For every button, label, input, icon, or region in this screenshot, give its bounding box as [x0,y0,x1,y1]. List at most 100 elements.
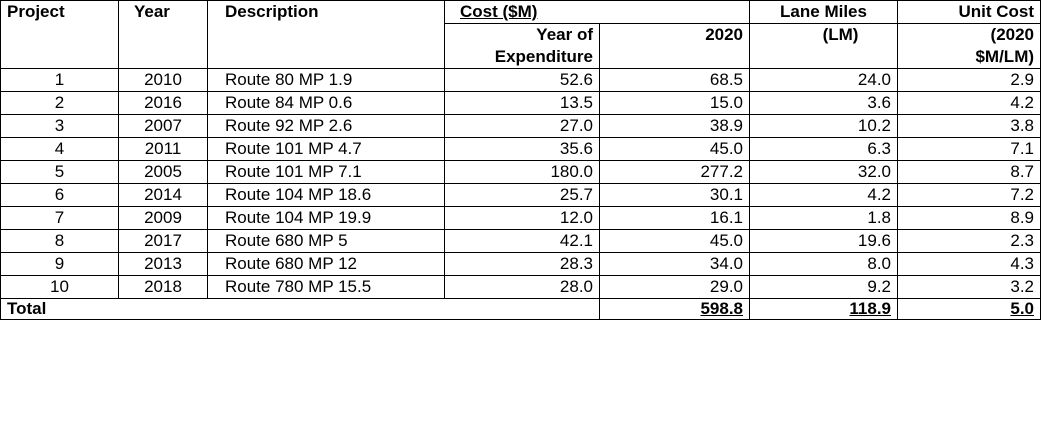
cell-cost-yoe: 35.6 [444,137,600,161]
cell-unit-cost: 7.1 [897,137,1042,161]
cell-cost-yoe: 27.0 [444,114,600,138]
cell-description: Route 104 MP 18.6 [207,183,445,207]
cell-year: 2005 [118,160,208,184]
cell-project: 9 [0,252,119,276]
header-lane-miles: Lane Miles [749,0,899,24]
cell-lane-miles: 19.6 [749,229,899,253]
cell-cost-2020: 29.0 [598,275,751,299]
cell-description: Route 680 MP 5 [207,229,445,253]
table-row: 2 2016 Route 84 MP 0.6 13.5 15.0 3.6 4.2 [0,91,1042,115]
project-cost-table: Project Year Description Cost ($M) Lane … [0,0,1042,320]
cell-unit-cost: 3.8 [897,114,1042,138]
cell-project: 1 [0,68,119,92]
cell-description: Route 80 MP 1.9 [207,68,445,92]
cell-lane-miles: 1.8 [749,206,899,230]
header-row-1: Project Year Description Cost ($M) Lane … [0,0,1042,69]
cell-year: 2018 [118,275,208,299]
header-project: Project [0,0,119,69]
cell-lane-miles: 3.6 [749,91,899,115]
table-row: 3 2007 Route 92 MP 2.6 27.0 38.9 10.2 3.8 [0,114,1042,138]
cell-unit-cost: 2.3 [897,229,1042,253]
cell-cost-2020: 38.9 [598,114,751,138]
cell-lane-miles: 32.0 [749,160,899,184]
cell-project: 10 [0,275,119,299]
cell-project: 7 [0,206,119,230]
cell-unit-cost: 3.2 [897,275,1042,299]
table-row: 8 2017 Route 680 MP 5 42.1 45.0 19.6 2.3 [0,229,1042,253]
total-lane-miles-cell: 118.9 [749,298,899,320]
cell-cost-yoe: 12.0 [444,206,600,230]
cell-project: 4 [0,137,119,161]
cell-lane-miles: 9.2 [749,275,899,299]
total-cost-2020: 598.8 [700,299,744,319]
header-lane-miles-line1: Lane Miles [780,2,867,21]
cell-description: Route 680 MP 12 [207,252,445,276]
cell-year: 2011 [118,137,208,161]
cell-cost-2020: 15.0 [598,91,751,115]
cell-year: 2010 [118,68,208,92]
header-unit-cost-unit: (2020 $M/LM) [897,23,1042,69]
cell-cost-yoe: 52.6 [444,68,600,92]
cell-cost-yoe: 180.0 [444,160,600,184]
cell-unit-cost: 8.7 [897,160,1042,184]
header-unit-cost-line2: (2020 [990,25,1035,44]
cell-year: 2016 [118,91,208,115]
cell-cost-2020: 16.1 [598,206,751,230]
table-row: 1 2010 Route 80 MP 1.9 52.6 68.5 24.0 2.9 [0,68,1042,92]
cell-year: 2017 [118,229,208,253]
header-cost-2020: 2020 [598,23,751,69]
total-lane-miles: 118.9 [849,299,892,319]
cell-cost-yoe: 13.5 [444,91,600,115]
table-row: 7 2009 Route 104 MP 19.9 12.0 16.1 1.8 8.9 [0,206,1042,230]
cell-unit-cost: 2.9 [897,68,1042,92]
total-unit-cost-cell: 5.0 [897,298,1042,320]
cell-cost-2020: 30.1 [598,183,751,207]
header-cost: Cost ($M) [460,2,538,21]
cell-cost-2020: 277.2 [598,160,751,184]
cell-cost-yoe: 28.3 [444,252,600,276]
cell-project: 5 [0,160,119,184]
cell-lane-miles: 8.0 [749,252,899,276]
cell-unit-cost: 4.3 [897,252,1042,276]
cell-description: Route 101 MP 4.7 [207,137,445,161]
header-lane-miles-unit: (LM) [749,23,899,69]
header-unit-cost-line1: Unit Cost [958,2,1035,21]
cell-lane-miles: 6.3 [749,137,899,161]
cell-project: 8 [0,229,119,253]
cell-unit-cost: 7.2 [897,183,1042,207]
total-unit-cost: 5.0 [1010,299,1035,319]
cell-cost-2020: 45.0 [598,229,751,253]
cell-description: Route 104 MP 19.9 [207,206,445,230]
total-cost-2020-cell: 598.8 [598,298,751,320]
header-cost-yoe-line1: Year of [536,25,593,44]
cell-cost-2020: 34.0 [598,252,751,276]
cell-lane-miles: 4.2 [749,183,899,207]
cell-unit-cost: 8.9 [897,206,1042,230]
header-unit-cost-line3: $M/LM) [975,47,1035,66]
cell-description: Route 92 MP 2.6 [207,114,445,138]
cell-project: 3 [0,114,119,138]
header-year: Year [118,0,208,69]
cell-year: 2013 [118,252,208,276]
header-unit-cost: Unit Cost [897,0,1042,24]
cell-cost-yoe: 42.1 [444,229,600,253]
cell-description: Route 84 MP 0.6 [207,91,445,115]
header-lane-miles-line2: (LM) [822,25,859,44]
header-cost-yoe: Year of Expenditure [444,23,600,69]
table-row: 5 2005 Route 101 MP 7.1 180.0 277.2 32.0 8.7 [0,160,1042,184]
cell-description: Route 780 MP 15.5 [207,275,445,299]
table-row: 10 2018 Route 780 MP 15.5 28.0 29.0 9.2 3.2 [0,275,1042,299]
cell-cost-yoe: 28.0 [444,275,600,299]
total-label: Total [0,298,600,320]
total-row: Total 598.8 118.9 5.0 [0,298,1042,320]
table-row: 9 2013 Route 680 MP 12 28.3 34.0 8.0 4.3 [0,252,1042,276]
cell-year: 2009 [118,206,208,230]
cell-unit-cost: 4.2 [897,91,1042,115]
cell-year: 2007 [118,114,208,138]
table-row: 6 2014 Route 104 MP 18.6 25.7 30.1 4.2 7.2 [0,183,1042,207]
cell-project: 2 [0,91,119,115]
cell-lane-miles: 24.0 [749,68,899,92]
cell-year: 2014 [118,183,208,207]
table-row: 4 2011 Route 101 MP 4.7 35.6 45.0 6.3 7.1 [0,137,1042,161]
header-description: Description [207,0,445,69]
